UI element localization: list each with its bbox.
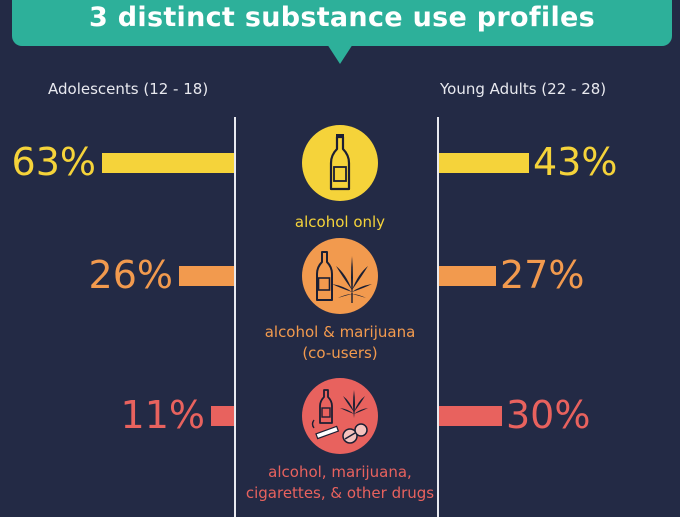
bar-adolescents-alcohol-marijuana <box>179 266 234 286</box>
value-label-adolescents-polysubstance: 11% <box>120 393 205 437</box>
category-label-alcohol-marijuana-line-2: (co-users) <box>302 344 378 362</box>
legend-adolescents: Adolescents (12 - 18) <box>48 80 209 98</box>
chart-title: 3 distinct substance use profiles <box>88 2 596 33</box>
bar-young-adults-alcohol-only <box>439 153 529 173</box>
bottle-icon <box>329 134 351 191</box>
value-label-young-adults-alcohol-only: 43% <box>533 140 618 184</box>
axis-line-right <box>437 117 439 517</box>
bar-young-adults-alcohol-marijuana <box>439 266 496 286</box>
axis-line-left <box>234 117 236 517</box>
category-label-alcohol-marijuana: alcohol & marijuana (co-users) <box>200 322 480 364</box>
alcohol-only-circle <box>302 125 378 201</box>
category-label-polysubstance-line-2: cigarettes, & other drugs <box>245 484 435 502</box>
bar-adolescents-polysubstance <box>211 406 234 426</box>
title-banner-pointer <box>327 44 353 64</box>
value-label-young-adults-polysubstance: 30% <box>506 393 591 437</box>
category-label-alcohol-only: alcohol only <box>200 212 480 233</box>
bottle-icon <box>319 389 333 424</box>
category-label-polysubstance-line-1: alcohol, marijuana, <box>268 463 412 481</box>
pills-icon <box>342 423 368 444</box>
cannabis-leaf-icon <box>340 390 368 418</box>
category-label-alcohol-only-line-1: alcohol only <box>294 213 386 231</box>
bar-young-adults-polysubstance <box>439 406 502 426</box>
value-label-adolescents-alcohol-marijuana: 26% <box>88 253 173 297</box>
bottle-icon <box>316 251 333 301</box>
polysubstance-circle <box>302 378 378 454</box>
value-label-adolescents-alcohol-only: 63% <box>11 140 96 184</box>
cigarette-icon <box>311 419 340 440</box>
bar-adolescents-alcohol-only <box>102 153 234 173</box>
category-label-alcohol-marijuana-line-1: alcohol & marijuana <box>264 323 416 341</box>
title-banner <box>12 0 672 46</box>
cannabis-leaf-icon <box>332 256 372 303</box>
alcohol-marijuana-circle <box>302 238 378 314</box>
value-label-young-adults-alcohol-marijuana: 27% <box>500 253 585 297</box>
category-label-polysubstance: alcohol, marijuana, cigarettes, & other … <box>200 462 480 504</box>
legend-young-adults: Young Adults (22 - 28) <box>440 80 607 98</box>
